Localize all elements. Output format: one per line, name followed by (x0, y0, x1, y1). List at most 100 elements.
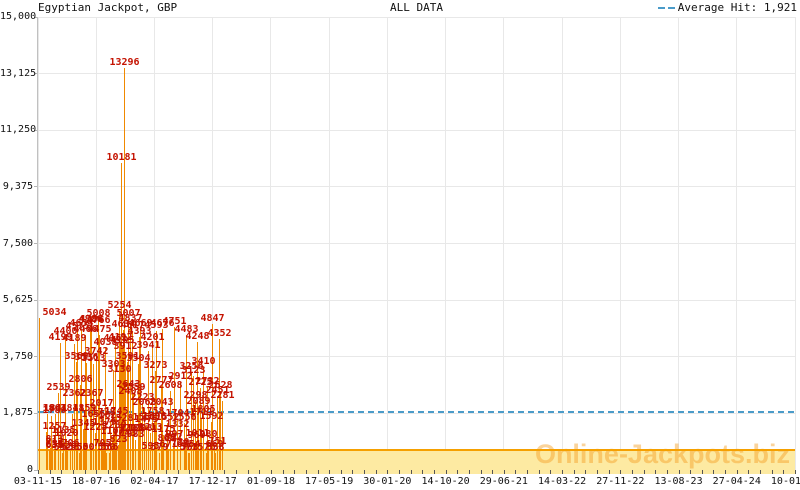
jackpot-spike (146, 425, 147, 470)
jackpot-spike (135, 440, 136, 470)
hit-value-label: 1841 (60, 403, 85, 415)
jackpot-spike (207, 387, 208, 470)
hit-value-label: 4751 (162, 315, 187, 327)
x-axis-minor-tick (538, 470, 540, 474)
x-axis-minor-tick (61, 470, 63, 474)
jackpot-spike (81, 329, 82, 470)
jackpot-spike (152, 343, 153, 470)
jackpot-spike (115, 344, 116, 470)
jackpot-spike (215, 453, 216, 470)
x-axis-minor-tick (84, 470, 86, 474)
x-axis-minor-tick (480, 470, 482, 474)
jackpot-spike (70, 453, 71, 470)
jackpot-spike (60, 343, 61, 470)
hit-value-label: 595 (141, 441, 160, 453)
hit-value-label: 626 (58, 440, 77, 452)
hit-value-label: 730 (171, 436, 190, 448)
jackpot-spike (74, 398, 75, 470)
hit-value-label: 2408 (118, 386, 143, 398)
x-axis-minor-tick (305, 470, 307, 474)
jackpot-spike (98, 318, 99, 470)
x-axis-minor-tick (387, 470, 389, 474)
jackpot-spike (217, 395, 218, 470)
x-axis-label: 14-10-20 (421, 476, 470, 487)
x-axis-minor-tick (725, 470, 727, 474)
hit-value-label: 3303 (101, 359, 126, 371)
v-gridline (503, 17, 505, 470)
hit-value-label: 980 (199, 429, 218, 441)
hit-value-label: 4201 (140, 332, 165, 344)
hit-value-label: 1207 (118, 422, 143, 434)
jackpot-spike (110, 421, 111, 470)
hit-value-label: 1841 (43, 403, 68, 415)
hit-value-label: 1711 (189, 407, 214, 419)
hit-value-label: 5254 (107, 300, 132, 312)
hit-value-label: 4837 (118, 312, 143, 324)
x-axis-minor-tick (422, 470, 424, 474)
hit-value-label: 639 (45, 439, 64, 451)
hit-value-label: 4617 (120, 319, 145, 331)
hit-value-label: 579 (150, 441, 169, 453)
x-axis-minor-tick (748, 470, 750, 474)
jackpot-spike (103, 417, 104, 470)
x-axis-minor-tick (96, 470, 98, 474)
hit-value-label: 4654 (69, 318, 94, 330)
h-gridline (38, 243, 795, 244)
jackpot-spike (122, 346, 123, 470)
baseline-band (38, 450, 795, 474)
x-axis-minor-tick (282, 470, 284, 474)
y-axis-label: 1,875 (2, 407, 33, 419)
x-axis-minor-tick (119, 470, 121, 474)
hit-value-label: 2017 (89, 398, 114, 410)
hit-value-label: 717 (45, 437, 64, 449)
x-axis-minor-tick (270, 470, 272, 474)
hit-value-label: 4806 (78, 313, 103, 325)
hit-value-label: 1551 (132, 412, 157, 424)
baseline-band-border (38, 449, 795, 452)
v-gridline (561, 17, 563, 470)
hit-value-label: 558 (206, 442, 225, 454)
jackpot-spike (128, 318, 129, 470)
jackpot-spike (109, 452, 110, 470)
hit-value-label: 4475 (87, 323, 112, 335)
hit-value-label: 2043 (149, 397, 174, 409)
hit-value-label: 1528 (109, 412, 134, 424)
hit-value-label: 4847 (200, 312, 225, 324)
hit-value-label: 4766 (86, 315, 111, 327)
jackpot-spike (162, 328, 163, 470)
y-axis-tick (34, 73, 38, 75)
hit-value-label: 3410 (191, 356, 216, 368)
v-gridline (678, 17, 680, 470)
jackpot-spike (191, 371, 192, 470)
jackpot-spike (166, 443, 167, 470)
hit-value-label: 4189 (62, 332, 87, 344)
jackpot-spike (203, 415, 204, 470)
v-gridline (794, 17, 796, 470)
y-axis-label: 0 (26, 464, 33, 475)
jackpot-spike (86, 363, 87, 470)
y-axis-label: 13,125 (0, 67, 37, 79)
hit-value-label: 2732 (195, 376, 220, 388)
hit-value-label: 4669 (128, 317, 153, 329)
hit-value-label: 1175 (151, 423, 176, 435)
x-axis-minor-tick (631, 470, 633, 474)
x-axis-minor-tick (457, 470, 459, 474)
hit-value-label: 1745 (104, 406, 129, 418)
x-axis-label: 17-05-19 (305, 476, 354, 487)
hit-value-label: 13296 (109, 57, 140, 69)
hit-value-label: 4105 (110, 335, 135, 347)
hit-value-label: 4483 (174, 323, 199, 335)
x-axis-minor-tick (166, 470, 168, 474)
hit-value-label: 3912 (113, 340, 138, 352)
y-axis-tick (34, 299, 38, 301)
x-axis-minor-tick (224, 470, 226, 474)
average-hit-legend: Average Hit: 1,921 (657, 1, 797, 15)
x-axis-minor-tick (562, 470, 564, 474)
hit-value-label: 4038 (93, 337, 118, 349)
x-axis-minor-tick (445, 470, 447, 474)
hit-value-label: 1592 (199, 410, 224, 422)
jackpot-spike (159, 452, 160, 470)
jackpot-spike (93, 420, 94, 470)
jackpot-spike (106, 453, 107, 470)
hit-value-label: 1257 (42, 421, 67, 433)
